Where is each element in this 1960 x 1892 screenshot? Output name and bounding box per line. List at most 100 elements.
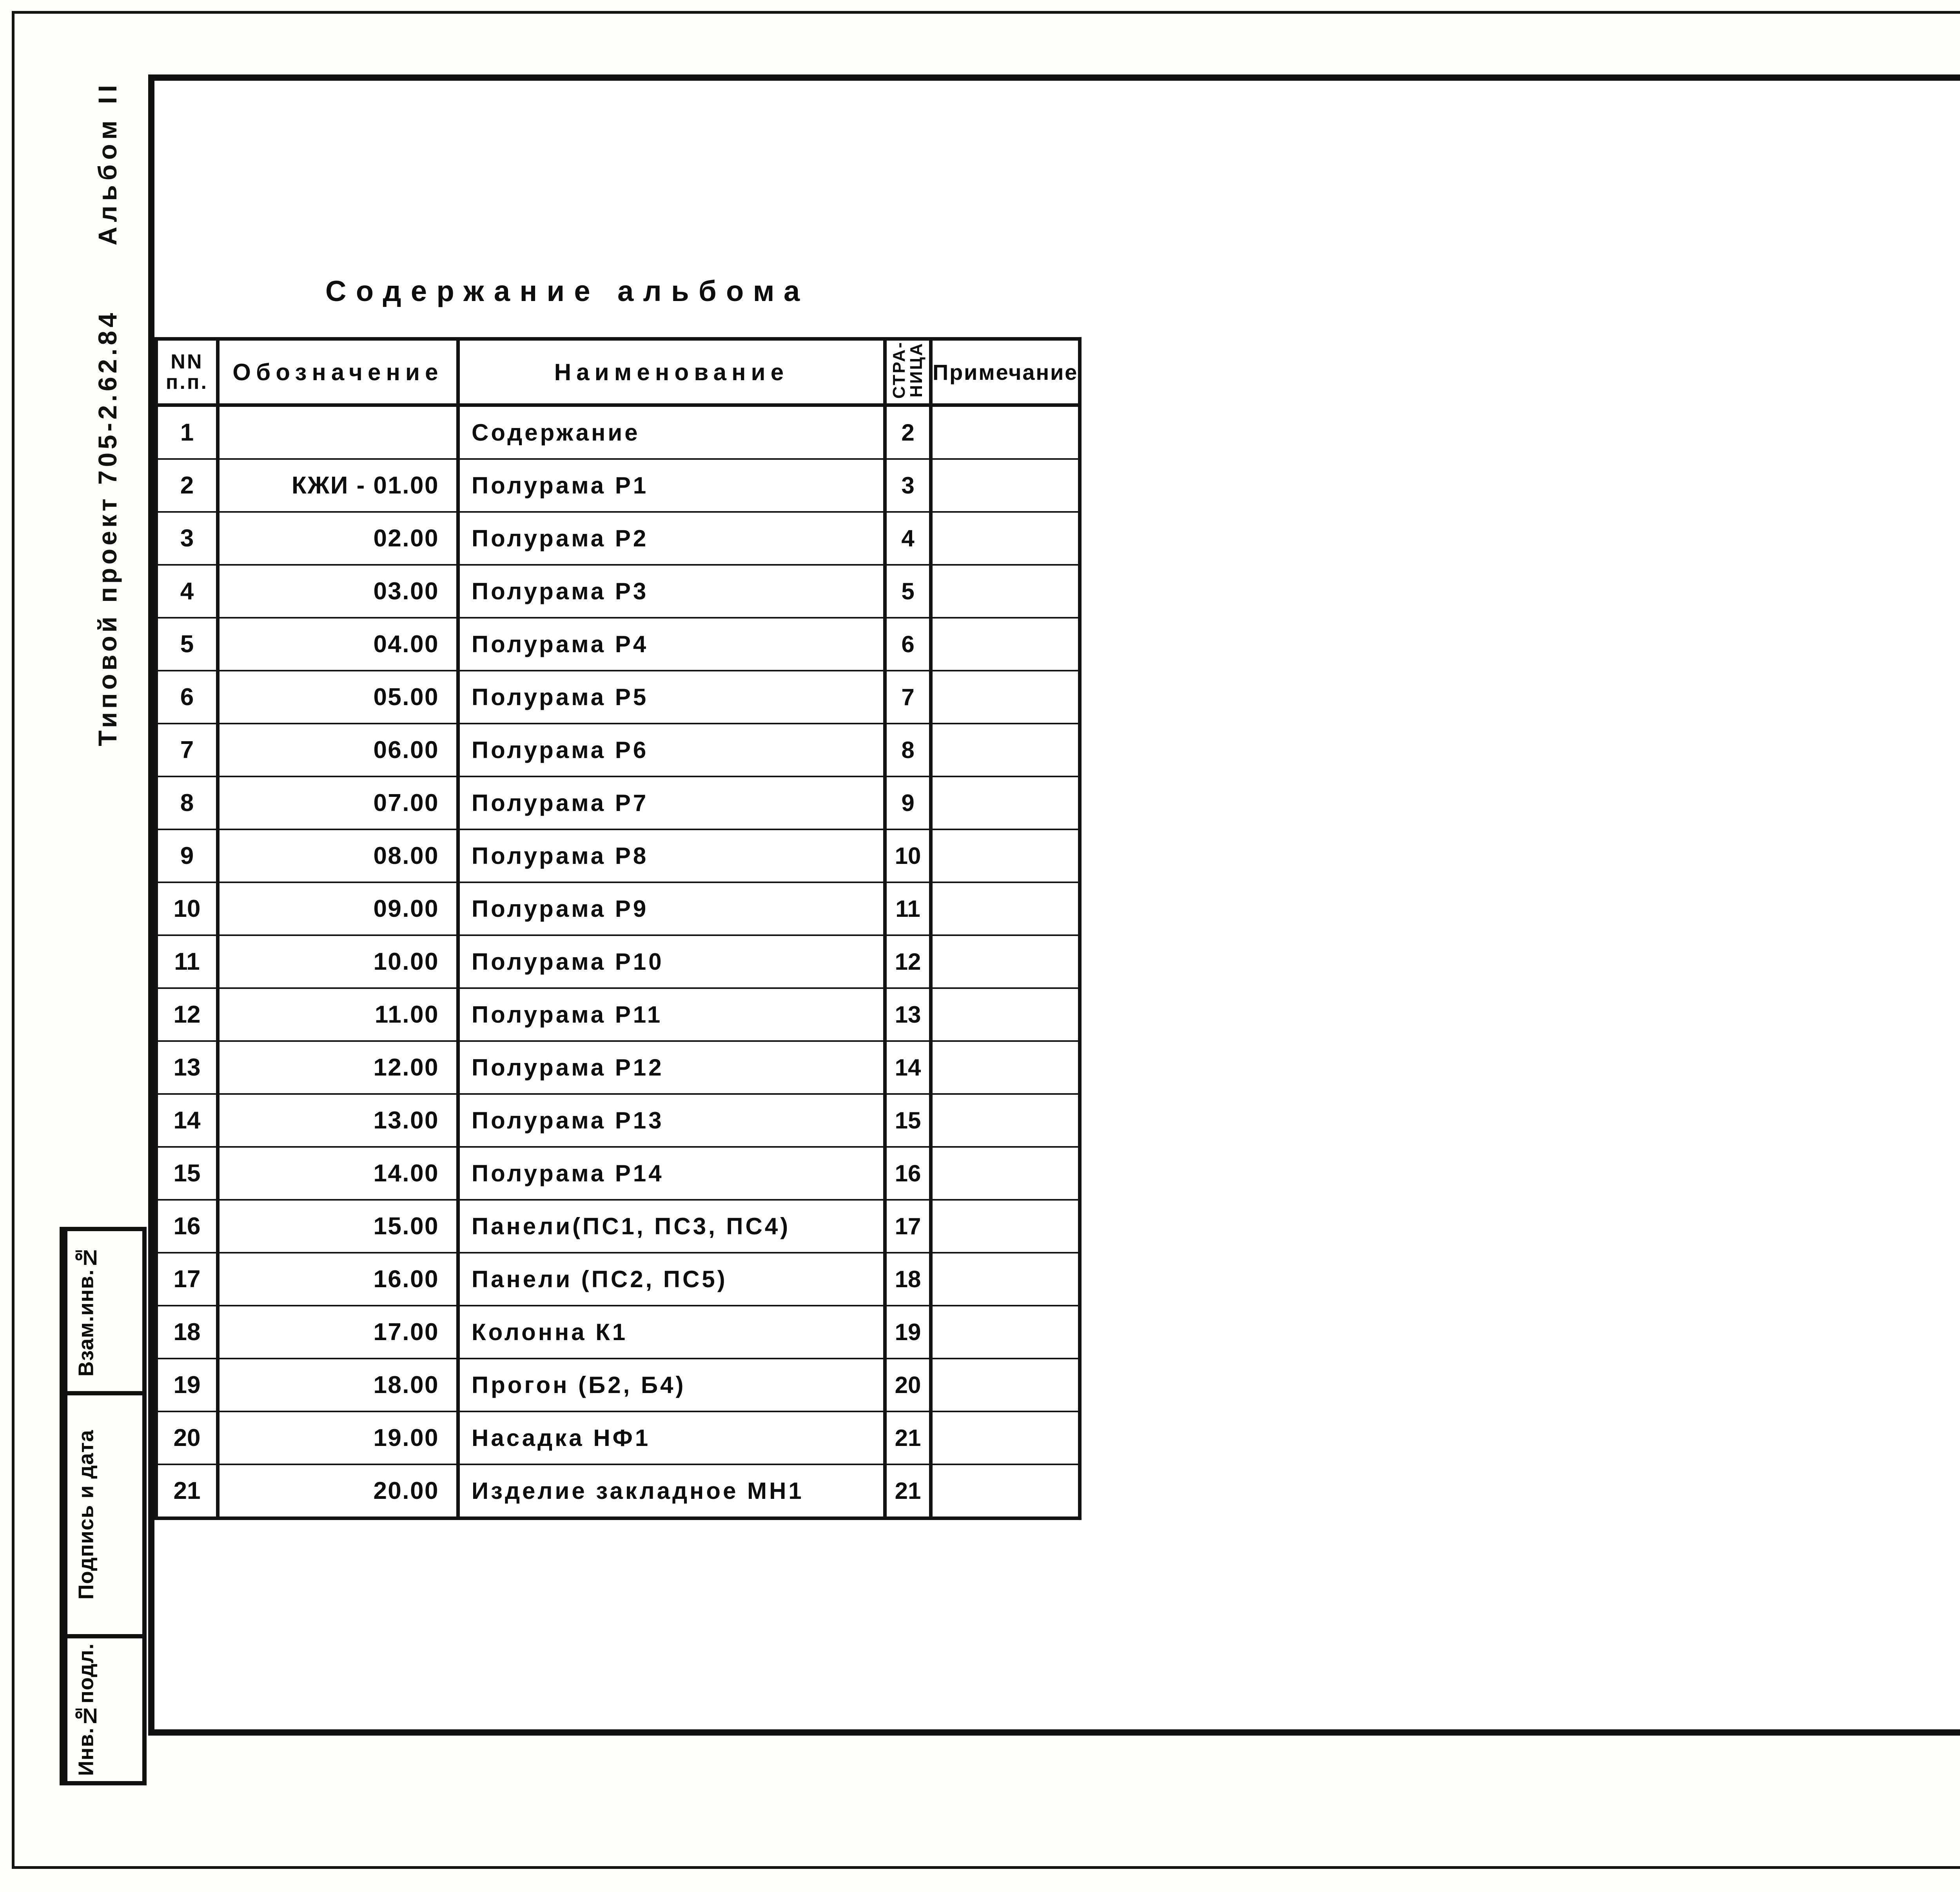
- row-page: 19: [884, 1305, 933, 1359]
- row-name: Полурама Р3: [457, 564, 887, 619]
- row-note: [930, 404, 1082, 460]
- row-name: Панели (ПС2, ПС5): [457, 1252, 887, 1306]
- row-name: Панели(ПС1, ПС3, ПС4): [457, 1199, 887, 1253]
- row-designation: 17.00: [217, 1305, 460, 1359]
- row-number: 5: [154, 617, 220, 671]
- table-row: 11 10.00 Полурама Р10 12: [154, 934, 1082, 989]
- row-note: [930, 670, 1082, 724]
- row-designation: 13.00: [217, 1093, 460, 1148]
- row-number: 9: [154, 829, 220, 883]
- table-row: 21 20.00 Изделие закладное МН1 21: [154, 1464, 1082, 1520]
- row-page: 2: [884, 404, 933, 460]
- column-header-number-text: NN п.п.: [165, 350, 209, 394]
- row-note: [930, 776, 1082, 830]
- row-number: 11: [154, 934, 220, 989]
- row-note: [930, 829, 1082, 883]
- row-name: Полурама Р12: [457, 1040, 887, 1095]
- column-header-page: СТРА- НИЦА: [883, 337, 933, 407]
- row-number: 19: [154, 1358, 220, 1412]
- table-row: 10 09.00 Полурама Р9 11: [154, 882, 1082, 936]
- row-designation: 06.00: [217, 723, 460, 777]
- row-page: 16: [884, 1146, 933, 1201]
- row-designation: 14.00: [217, 1146, 460, 1201]
- table-row: 7 06.00 Полурама Р6 8: [154, 723, 1082, 777]
- row-page: 4: [884, 511, 933, 566]
- row-number: 6: [154, 670, 220, 724]
- row-page: 8: [884, 723, 933, 777]
- row-note: [930, 1305, 1082, 1359]
- stamp-block-signature-date: Подпись и дата: [60, 1395, 147, 1638]
- row-note: [930, 1464, 1082, 1520]
- row-designation: КЖИ - 01.00: [217, 458, 460, 513]
- row-designation: 10.00: [217, 934, 460, 989]
- row-note: [930, 1199, 1082, 1253]
- table-row: 19 18.00 Прогон (Б2, Б4) 20: [154, 1358, 1082, 1412]
- column-header-number: NN п.п.: [154, 337, 220, 407]
- row-designation: 12.00: [217, 1040, 460, 1095]
- table-row: 13 12.00 Полурама Р12 14: [154, 1040, 1082, 1095]
- row-number: 2: [154, 458, 220, 513]
- row-page: 18: [884, 1252, 933, 1306]
- row-name: Полурама Р7: [457, 776, 887, 830]
- table-row: 6 05.00 Полурама Р5 7: [154, 670, 1082, 724]
- row-number: 7: [154, 723, 220, 777]
- row-number: 18: [154, 1305, 220, 1359]
- row-number: 3: [154, 511, 220, 566]
- row-number: 8: [154, 776, 220, 830]
- row-number: 20: [154, 1411, 220, 1465]
- stamp-label-signature-date: Подпись и дата: [64, 1395, 105, 1634]
- row-page: 17: [884, 1199, 933, 1253]
- row-page: 3: [884, 458, 933, 513]
- row-designation: 20.00: [217, 1464, 460, 1520]
- row-note: [930, 458, 1082, 513]
- row-designation: 08.00: [217, 829, 460, 883]
- row-note: [930, 617, 1082, 671]
- table-row: 1 Содержание 2: [154, 404, 1082, 460]
- row-page: 12: [884, 934, 933, 989]
- row-page: 6: [884, 617, 933, 671]
- row-designation: 09.00: [217, 882, 460, 936]
- column-header-designation: Обозначение: [216, 337, 460, 407]
- stamp-field-vzam-inv[interactable]: [105, 1231, 142, 1391]
- row-name: Полурама Р1: [457, 458, 887, 513]
- row-designation: 18.00: [217, 1358, 460, 1412]
- row-page: 10: [884, 829, 933, 883]
- stamp-field-signature-date[interactable]: [105, 1395, 142, 1634]
- row-designation: 19.00: [217, 1411, 460, 1465]
- column-header-name: Наименование: [456, 337, 887, 407]
- row-page: 9: [884, 776, 933, 830]
- table-row: 17 16.00 Панели (ПС2, ПС5) 18: [154, 1252, 1082, 1306]
- row-name: Полурама Р6: [457, 723, 887, 777]
- stamp-field-inv-podl[interactable]: [105, 1638, 142, 1781]
- table-row: 15 14.00 Полурама Р14 16: [154, 1146, 1082, 1201]
- row-name: Насадка НФ1: [457, 1411, 887, 1465]
- row-number: 12: [154, 987, 220, 1042]
- table-row: 5 04.00 Полурама Р4 6: [154, 617, 1082, 671]
- table-row: 18 17.00 Колонна К1 19: [154, 1305, 1082, 1359]
- stamp-label-vzam-inv: Взам.инв.№: [64, 1231, 105, 1391]
- row-name: Полурама Р13: [457, 1093, 887, 1148]
- sheet-outer-border: [12, 11, 1960, 1869]
- row-name: Полурама Р10: [457, 934, 887, 989]
- row-note: [930, 1040, 1082, 1095]
- row-name: Прогон (Б2, Б4): [457, 1358, 887, 1412]
- row-number: 16: [154, 1199, 220, 1253]
- album-label: Альбом II: [93, 80, 122, 246]
- table-row: 2 КЖИ - 01.00 Полурама Р1 3: [154, 458, 1082, 513]
- row-number: 10: [154, 882, 220, 936]
- table-row: 9 08.00 Полурама Р8 10: [154, 829, 1082, 883]
- table-header-row: NN п.п. Обозначение Наименование СТРА- Н…: [154, 337, 1082, 407]
- row-note: [930, 511, 1082, 566]
- row-page: 20: [884, 1358, 933, 1412]
- row-note: [930, 1411, 1082, 1465]
- column-header-note: Примечание: [929, 337, 1082, 407]
- table-row: 8 07.00 Полурама Р7 9: [154, 776, 1082, 830]
- row-name: Полурама Р11: [457, 987, 887, 1042]
- row-note: [930, 1358, 1082, 1412]
- row-number: 14: [154, 1093, 220, 1148]
- row-number: 4: [154, 564, 220, 619]
- row-designation: 16.00: [217, 1252, 460, 1306]
- row-number: 13: [154, 1040, 220, 1095]
- contents-title: Содержание альбома: [325, 275, 809, 307]
